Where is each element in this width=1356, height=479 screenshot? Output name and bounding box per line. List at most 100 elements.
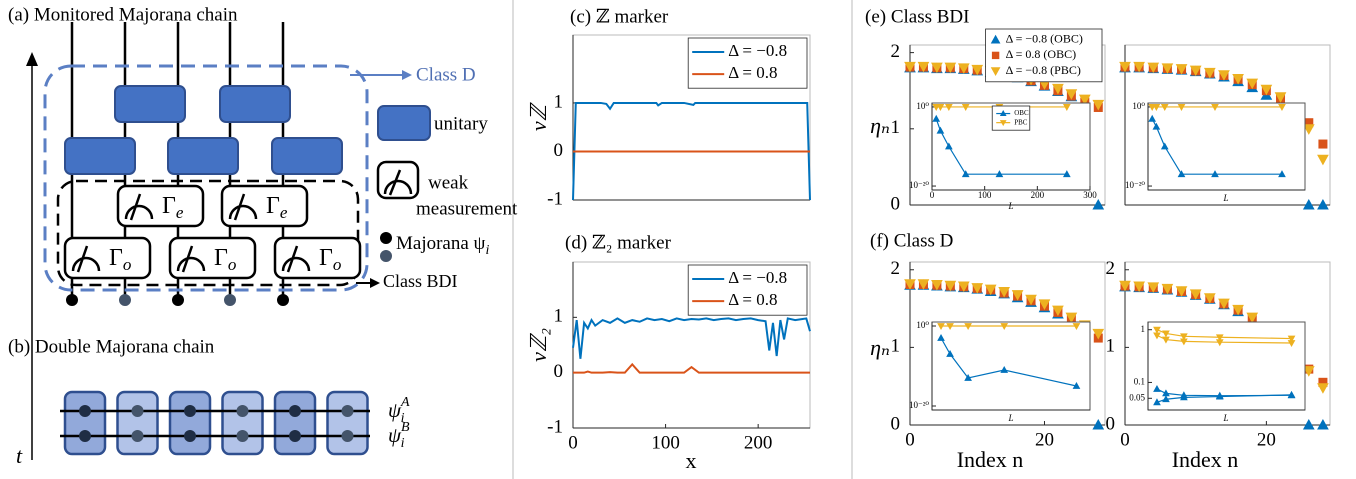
y-axis-label: νℤ₂ <box>526 328 551 362</box>
y-tick-label: 0 <box>1106 413 1116 434</box>
marker <box>945 104 953 111</box>
majorana-b <box>79 430 91 442</box>
chain-site <box>168 390 212 456</box>
legend-label: Δ = 0.8 (OBC) <box>1006 47 1077 61</box>
legend-box <box>985 28 1103 83</box>
marker <box>961 104 970 111</box>
legend-label: OBC <box>1014 109 1029 117</box>
marker <box>1180 333 1188 341</box>
marker <box>1065 312 1078 324</box>
marker <box>904 279 916 290</box>
chart-title: (d) ℤ₂ marker <box>565 232 672 253</box>
symbol: ψ <box>388 398 402 422</box>
meter-arc <box>228 204 258 220</box>
legend-majorana-dot <box>380 232 392 244</box>
panel-b: (b) Double Majorana chain ψA i ψB i <box>8 336 410 456</box>
marker <box>1175 286 1188 297</box>
chart-title: (e) Class BDI <box>865 6 969 27</box>
series-line <box>572 317 811 359</box>
marker <box>1260 84 1273 96</box>
chain-label-b: ψB i <box>388 420 410 451</box>
marker <box>1147 282 1160 293</box>
subscript: i <box>401 411 405 426</box>
x-axis-label: x <box>686 448 697 473</box>
y-tick-label: 0 <box>891 413 901 434</box>
legend-measurement: measurement <box>416 198 518 219</box>
marker <box>1161 283 1174 295</box>
inset-chart: L 10⁰ 10⁻²⁰ <box>909 320 1091 423</box>
superscript: B <box>401 420 410 435</box>
y-tick-label: 2 <box>1106 258 1116 279</box>
marker <box>1092 198 1105 210</box>
marker <box>936 126 945 134</box>
marker <box>1318 139 1328 149</box>
legend-marker <box>991 51 1000 60</box>
gate-sub: e <box>280 203 288 222</box>
marker <box>1000 365 1009 373</box>
marker <box>917 61 930 73</box>
legend-label: Δ = 0.8 <box>728 290 777 309</box>
marker <box>1317 418 1329 430</box>
y-axis-label: ηₙ <box>870 113 890 138</box>
majorana-a <box>131 405 144 417</box>
marker <box>1162 395 1170 403</box>
time-arrow <box>26 52 38 66</box>
gate-symbol: Γ <box>214 245 228 271</box>
unitary-gate <box>114 85 186 123</box>
marker <box>971 64 984 76</box>
marker <box>1133 281 1145 293</box>
marker <box>1065 89 1078 100</box>
marker <box>1302 124 1315 135</box>
legend-marker <box>990 34 1001 44</box>
x-tick-label: 0 <box>905 429 915 450</box>
marker <box>1287 335 1296 343</box>
legend-label: Δ = 0.8 <box>728 63 777 82</box>
marker <box>995 170 1004 178</box>
measurement-gate <box>63 236 152 280</box>
arrow-head <box>370 278 380 288</box>
meter-arc <box>176 256 206 272</box>
marker <box>1189 289 1202 300</box>
legend-label: Δ = −0.8 <box>728 41 787 60</box>
marker <box>1062 170 1071 178</box>
unitary-gate <box>219 85 291 123</box>
majorana-a <box>79 405 91 417</box>
marker <box>1119 280 1131 292</box>
legend-box <box>991 105 1031 131</box>
marker <box>1092 328 1105 340</box>
legend-meter-arc <box>383 179 413 195</box>
chain-label-a: ψA i <box>388 395 410 426</box>
marker <box>1203 293 1216 304</box>
unitary-gate <box>64 137 136 175</box>
marker <box>1317 383 1329 394</box>
x-axis-label: Index n <box>957 447 1024 472</box>
marker <box>1211 170 1219 178</box>
legend-majorana-text: Majorana ψ <box>396 233 486 254</box>
legend-marker <box>999 120 1007 127</box>
y-tick-label: 2 <box>891 41 901 62</box>
unitary-gate <box>167 137 239 175</box>
marker <box>945 142 953 150</box>
gate-sub: o <box>333 255 342 274</box>
gate-symbol: Γ <box>109 245 123 271</box>
marker <box>1246 312 1259 324</box>
meter-arc <box>281 256 311 272</box>
x-axis-label: Index n <box>1172 447 1239 472</box>
panel-title: (a) Monitored Majorana chain <box>8 4 238 25</box>
marker <box>1246 78 1259 90</box>
y-tick-label: 0 <box>554 361 564 382</box>
marker <box>1119 61 1131 73</box>
marker <box>1092 99 1105 111</box>
majorana-site <box>66 294 78 306</box>
marker <box>1062 104 1071 111</box>
majorana-b <box>289 430 301 442</box>
y-tick-label: 0 <box>891 193 901 214</box>
x-tick-label: 20 <box>1035 429 1054 450</box>
gate-label: Γe <box>162 193 184 222</box>
marker <box>1232 304 1244 316</box>
marker <box>1302 418 1315 430</box>
gate-symbol: Γ <box>162 193 176 219</box>
majorana-b <box>131 430 144 442</box>
